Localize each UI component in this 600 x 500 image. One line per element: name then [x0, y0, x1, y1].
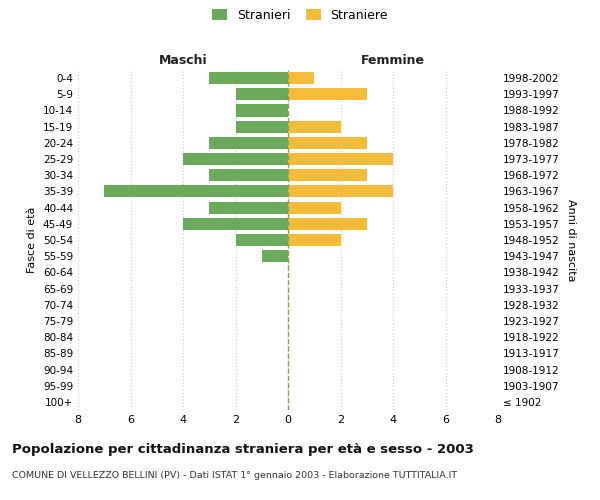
Bar [235, 88, 288, 101]
Bar [235, 120, 288, 132]
Text: Femmine: Femmine [361, 54, 425, 67]
Bar [288, 137, 367, 149]
Y-axis label: Anni di nascita: Anni di nascita [566, 198, 576, 281]
Legend: Stranieri, Straniere: Stranieri, Straniere [212, 8, 388, 22]
Text: COMUNE DI VELLEZZO BELLINI (PV) - Dati ISTAT 1° gennaio 2003 - Elaborazione TUTT: COMUNE DI VELLEZZO BELLINI (PV) - Dati I… [12, 471, 457, 480]
Bar [288, 153, 393, 165]
Bar [288, 202, 341, 213]
Bar [288, 186, 393, 198]
Bar [288, 72, 314, 84]
Bar [262, 250, 288, 262]
Text: Maschi: Maschi [158, 54, 208, 67]
Bar [288, 169, 367, 181]
Bar [183, 218, 288, 230]
Bar [104, 186, 288, 198]
Bar [288, 120, 341, 132]
Bar [209, 72, 288, 84]
Bar [235, 234, 288, 246]
Bar [183, 153, 288, 165]
Bar [288, 234, 341, 246]
Bar [288, 218, 367, 230]
Bar [288, 88, 367, 101]
Bar [209, 169, 288, 181]
Y-axis label: Fasce di età: Fasce di età [28, 207, 37, 273]
Bar [235, 104, 288, 117]
Bar [209, 202, 288, 213]
Text: Popolazione per cittadinanza straniera per età e sesso - 2003: Popolazione per cittadinanza straniera p… [12, 442, 474, 456]
Bar [209, 137, 288, 149]
